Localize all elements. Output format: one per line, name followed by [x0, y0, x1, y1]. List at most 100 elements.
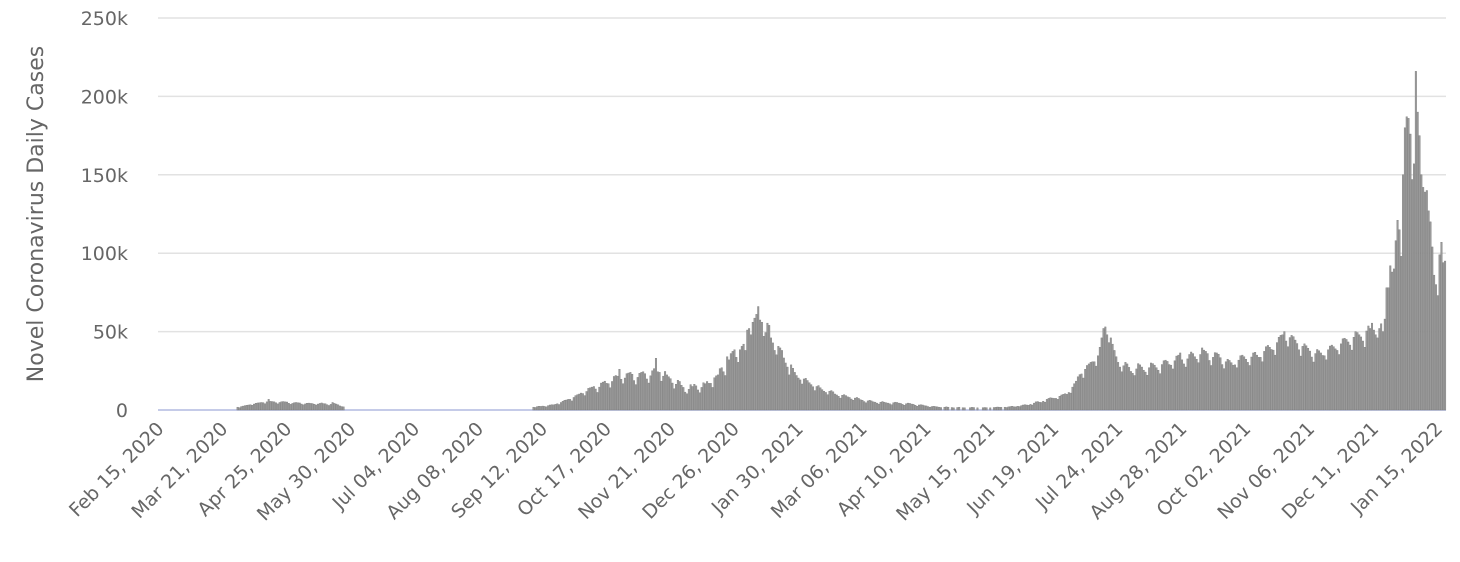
bar	[848, 397, 851, 411]
bar	[596, 392, 599, 411]
bar	[300, 403, 303, 411]
bar	[1157, 369, 1160, 411]
bar	[267, 399, 270, 411]
bar	[1120, 371, 1123, 411]
bar	[992, 407, 995, 411]
bar	[713, 377, 716, 411]
bar	[631, 374, 634, 411]
bar	[890, 404, 893, 411]
bar	[1071, 386, 1074, 411]
bar	[644, 373, 646, 411]
bar	[1283, 331, 1286, 411]
bar	[1111, 343, 1114, 411]
bar	[905, 403, 908, 411]
bar	[837, 396, 840, 411]
bar	[605, 383, 608, 411]
bar	[563, 400, 566, 411]
bar	[1009, 406, 1012, 411]
bar	[806, 380, 809, 411]
bar	[602, 381, 604, 411]
bar	[1142, 369, 1145, 411]
bar	[1029, 404, 1032, 411]
bar	[981, 407, 984, 411]
bar	[262, 402, 265, 411]
bar	[578, 393, 581, 411]
bar	[1394, 240, 1397, 411]
bar	[293, 402, 296, 411]
bar	[315, 404, 318, 411]
bar	[1014, 406, 1017, 411]
bar	[793, 372, 796, 411]
bar	[835, 394, 838, 411]
bar	[629, 372, 632, 411]
bar	[326, 404, 329, 411]
bar	[886, 402, 889, 411]
bar	[285, 401, 288, 411]
bar	[686, 393, 688, 411]
bar	[802, 378, 805, 411]
bar	[943, 406, 946, 411]
bar	[289, 404, 292, 411]
bar	[1248, 365, 1251, 411]
bar	[682, 387, 685, 411]
bar	[1431, 246, 1434, 411]
bar	[755, 314, 758, 411]
bar	[1329, 345, 1331, 411]
bar	[275, 402, 277, 411]
bar	[253, 403, 256, 411]
bar	[695, 385, 698, 411]
bar	[759, 319, 762, 411]
bar	[609, 387, 612, 411]
bar	[598, 386, 601, 411]
bar	[1053, 398, 1056, 411]
bar	[892, 402, 895, 411]
bar	[1259, 357, 1262, 411]
bar	[1250, 356, 1253, 411]
bar	[784, 362, 787, 411]
bar	[1416, 111, 1419, 411]
bar	[830, 390, 833, 411]
bar	[1321, 355, 1324, 411]
bar	[868, 400, 871, 411]
bar	[1022, 404, 1025, 411]
bar	[264, 403, 267, 411]
bar	[841, 395, 844, 411]
bar	[720, 367, 723, 411]
bar	[1420, 174, 1423, 411]
bar	[1213, 352, 1216, 411]
bar	[996, 406, 999, 411]
bar	[1131, 373, 1134, 411]
bar	[883, 401, 886, 411]
bar	[1201, 347, 1204, 411]
bar	[739, 349, 741, 411]
bar	[1056, 399, 1059, 411]
bar	[1122, 365, 1125, 411]
bar	[603, 380, 606, 411]
bar	[534, 407, 537, 411]
bar	[1440, 242, 1443, 411]
bar	[1308, 350, 1311, 411]
bar	[770, 337, 772, 411]
bar	[1049, 397, 1052, 411]
bar	[1040, 402, 1043, 411]
bar	[649, 375, 652, 411]
bar	[667, 376, 670, 411]
bar	[1444, 260, 1447, 411]
y-tick-label: 100k	[81, 243, 128, 265]
bar	[282, 401, 285, 411]
bar	[331, 402, 334, 411]
bar	[1255, 354, 1258, 411]
bar	[658, 372, 661, 411]
bar	[956, 407, 959, 411]
bar	[1098, 347, 1101, 411]
bar	[1095, 365, 1098, 411]
bar	[1148, 367, 1151, 411]
grid	[158, 17, 1446, 411]
bar	[1186, 358, 1189, 411]
bar	[696, 389, 699, 411]
bar	[726, 356, 729, 411]
bar	[576, 394, 579, 411]
bar	[877, 403, 880, 411]
bar	[1073, 383, 1076, 411]
bar	[1045, 399, 1048, 411]
